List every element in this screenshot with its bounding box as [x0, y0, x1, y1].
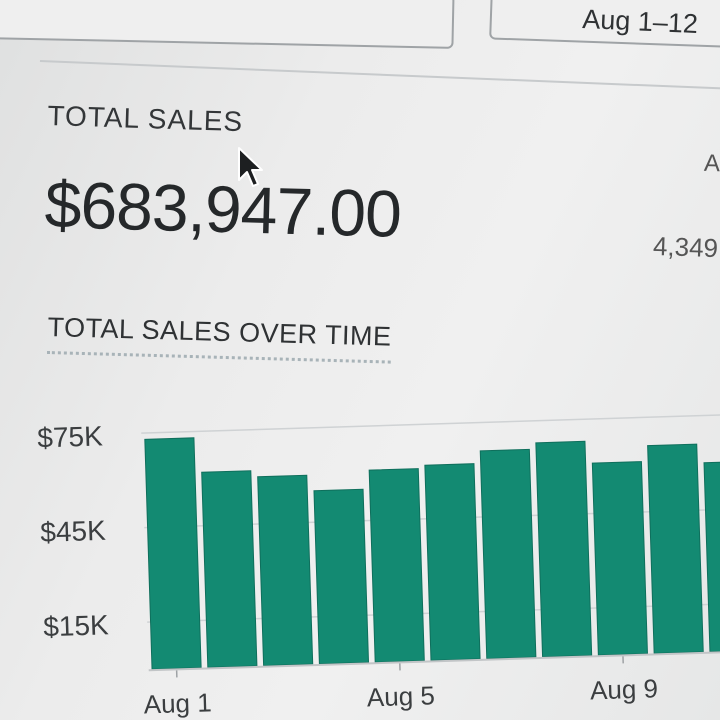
x-tick-label: Aug 9 [590, 673, 659, 705]
filter-dropdown[interactable] [0, 0, 455, 49]
total-sales-value: $683,947.00 [43, 166, 402, 251]
y-tick-label: $15K [43, 609, 110, 642]
y-tick-label: $75K [37, 420, 104, 453]
y-tick-label: $45K [40, 515, 107, 548]
bar-aug-11[interactable] [703, 460, 720, 653]
bar-aug-9[interactable] [591, 461, 648, 656]
secondary-metric-label: A [703, 149, 720, 178]
total-sales-label: TOTAL SALES [47, 100, 244, 138]
bar-aug-7[interactable] [479, 448, 537, 660]
bar-aug-10[interactable] [647, 443, 704, 654]
chart-title[interactable]: TOTAL SALES OVER TIME [46, 312, 392, 364]
x-tick-label: Aug 1 [143, 687, 212, 719]
header-divider [39, 60, 720, 91]
bar-aug-4[interactable] [313, 488, 370, 665]
x-axis-line [148, 650, 720, 672]
bar-aug-5[interactable] [368, 468, 425, 663]
bar-aug-2[interactable] [201, 470, 258, 668]
x-tick-label: Aug 5 [366, 680, 435, 712]
bar-aug-8[interactable] [535, 440, 593, 658]
date-range-label[interactable]: Aug 1–12 [581, 4, 699, 40]
bar-aug-3[interactable] [257, 474, 314, 667]
mouse-cursor-icon [238, 147, 263, 187]
secondary-metric-value: 4,349 [652, 230, 719, 264]
gridline [141, 413, 720, 434]
bar-aug-6[interactable] [424, 463, 481, 661]
sales-bar-chart: $75K $45K $15K Aug 1 Aug 5 Aug 9 [37, 413, 720, 719]
bar-aug-1[interactable] [144, 437, 202, 670]
